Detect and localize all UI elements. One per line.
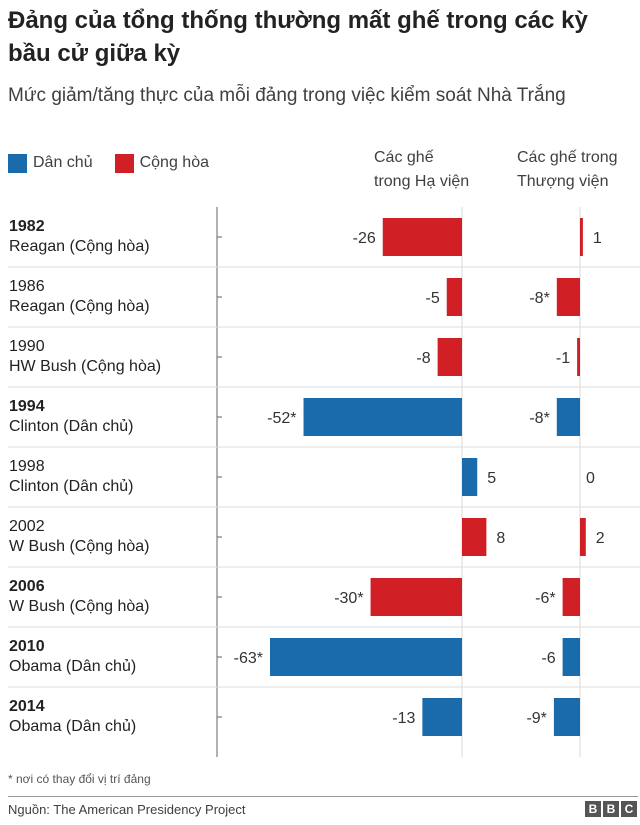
- senate-header-line1: Các ghế trong: [517, 149, 618, 166]
- legend-label-rep: Cộng hòa: [139, 154, 209, 171]
- bbc-logo: B B C: [583, 801, 637, 817]
- senate-bar: [553, 698, 580, 736]
- house-value-label: 5: [487, 470, 496, 487]
- house-bar: [370, 578, 462, 616]
- president-label: W Bush (Cộng hòa): [9, 538, 150, 555]
- senate-bar: [562, 578, 580, 616]
- house-value-label: 8: [496, 530, 505, 547]
- senate-column-header: Các ghế trong Thượng viện: [517, 146, 640, 194]
- legend-item-rep: Cộng hòa: [114, 153, 209, 173]
- chart-svg: 1982 Reagan (Cộng hòa) -26 1 1986 Reagan (Cộn…: [8, 207, 640, 757]
- president-label: Reagan (Cộng hòa): [9, 298, 150, 315]
- bbc-logo-letter: B: [603, 801, 619, 817]
- year-label: 2002: [9, 518, 45, 535]
- president-label: HW Bush (Cộng hòa): [9, 358, 161, 375]
- house-value-label: -52*: [267, 410, 296, 427]
- house-bar: [270, 638, 462, 676]
- senate-value-label: -1: [556, 350, 570, 367]
- year-label: 1982: [9, 218, 45, 235]
- president-label: Clinton (Dân chủ): [9, 478, 134, 495]
- year-label: 2006: [9, 578, 45, 595]
- house-value-label: -26: [353, 230, 376, 247]
- house-bar: [462, 458, 478, 496]
- legend-swatch-dem: [8, 153, 27, 173]
- senate-value-label: -6*: [535, 590, 555, 607]
- house-bar: [446, 278, 462, 316]
- house-value-label: -63*: [234, 650, 263, 667]
- bbc-logo-letter: B: [585, 801, 601, 817]
- house-value-label: -5: [426, 290, 440, 307]
- house-bar: [303, 398, 462, 436]
- senate-value-label: -6: [541, 650, 555, 667]
- senate-value-label: -8*: [529, 290, 549, 307]
- senate-bar: [556, 398, 580, 436]
- legend: Dân chủ Cộng hòa: [8, 152, 231, 174]
- legend-item-dem: Dân chủ: [8, 153, 93, 173]
- senate-value-label: -9*: [526, 710, 546, 727]
- house-bar: [462, 518, 487, 556]
- chart-subtitle: Mức giảm/tăng thực của mỗi đảng trong vi…: [8, 85, 566, 106]
- house-value-label: -8: [416, 350, 430, 367]
- footnote: * nơi có thay đổi vị trí đảng: [8, 772, 151, 786]
- senate-bar: [556, 278, 580, 316]
- source-divider: [8, 796, 638, 797]
- year-label: 2010: [9, 638, 45, 655]
- house-column-header: Các ghế trong Hạ viện: [374, 146, 504, 194]
- house-bar: [422, 698, 462, 736]
- house-header-line2: trong Hạ viện: [374, 173, 470, 190]
- senate-value-label: 2: [596, 530, 605, 547]
- president-label: Obama (Dân chủ): [9, 658, 136, 675]
- year-label: 2014: [9, 698, 45, 715]
- year-label: 1994: [9, 398, 45, 415]
- president-label: Clinton (Dân chủ): [9, 418, 134, 435]
- senate-bar: [562, 638, 580, 676]
- senate-bar: [580, 218, 583, 256]
- senate-value-label: 0: [586, 470, 595, 487]
- senate-header-line2: Thượng viện: [517, 173, 609, 190]
- year-label: 1998: [9, 458, 45, 475]
- president-label: W Bush (Cộng hòa): [9, 598, 150, 615]
- house-bar: [437, 338, 462, 376]
- president-label: Reagan (Cộng hòa): [9, 238, 150, 255]
- chart-title: Đảng của tổng thống thường mất ghế trong…: [8, 7, 588, 67]
- senate-bar: [577, 338, 580, 376]
- source-text: Nguồn: The American Presidency Project: [8, 802, 246, 817]
- house-value-label: -13: [392, 710, 415, 727]
- senate-bar: [580, 518, 586, 556]
- house-value-label: -30*: [334, 590, 363, 607]
- legend-swatch-rep: [114, 153, 134, 173]
- house-bar: [382, 218, 462, 256]
- senate-value-label: -8*: [529, 410, 549, 427]
- year-label: 1990: [9, 338, 45, 355]
- president-label: Obama (Dân chủ): [9, 718, 136, 735]
- house-header-line1: Các ghế: [374, 149, 434, 166]
- senate-value-label: 1: [593, 230, 602, 247]
- year-label: 1986: [9, 278, 45, 295]
- bbc-logo-letter: C: [621, 801, 637, 817]
- legend-label-dem: Dân chủ: [33, 154, 93, 171]
